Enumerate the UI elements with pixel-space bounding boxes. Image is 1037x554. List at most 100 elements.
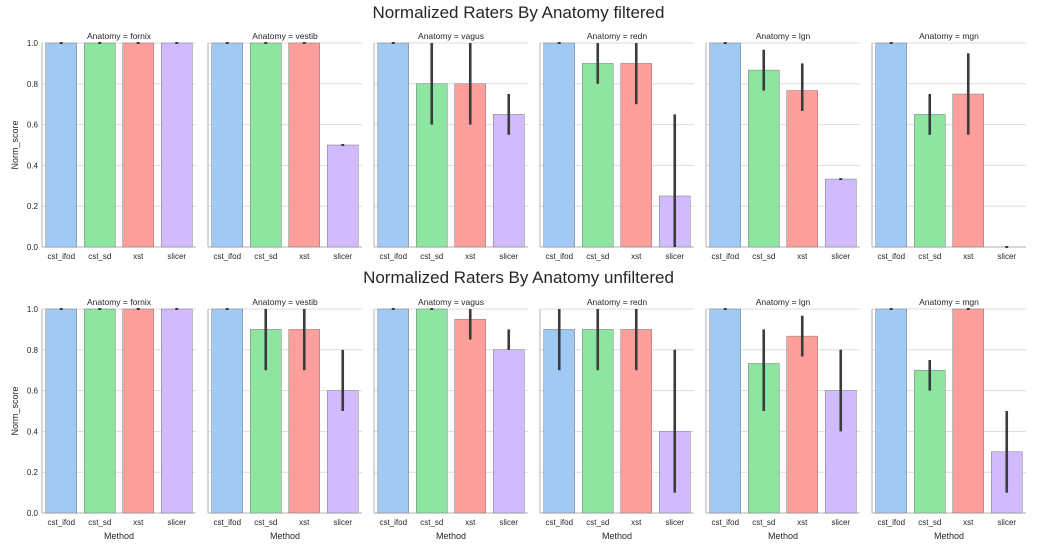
- x-tick-label: xst: [797, 252, 808, 261]
- bar-xst: [454, 318, 486, 514]
- bar-xst: [122, 308, 154, 514]
- facet-panel-1-2: Anatomy = vagus cst_ifod cst_sd xst slicer Me…: [373, 297, 528, 541]
- x-tick-label: cst_sd: [420, 518, 443, 527]
- y-tick-label: 0.8: [27, 346, 39, 355]
- y-tick-label: 1.0: [27, 39, 39, 48]
- bar-xst: [786, 335, 818, 514]
- x-tick-label: cst_ifod: [379, 518, 407, 527]
- x-tick-label: cst_ifod: [711, 518, 739, 527]
- x-tick-label: xst: [133, 252, 144, 261]
- x-tick-label: slicer: [997, 518, 1016, 527]
- y-tick-label: 0.4: [27, 427, 39, 436]
- x-tick-label: slicer: [333, 518, 352, 527]
- facet-title: Anatomy = redn: [587, 31, 648, 41]
- bar-cst_ifod: [211, 42, 243, 248]
- facet-panel-1-0: 0.0 0.2 0.4 0.6 0.8 1.0 Norm_score Anatomy = fo…: [10, 297, 196, 541]
- bar-cst_ifod: [45, 42, 77, 248]
- x-tick-label: cst_sd: [254, 518, 277, 527]
- x-tick-label: cst_sd: [918, 252, 941, 261]
- bar-cst_ifod: [709, 42, 741, 248]
- bar-xst: [122, 42, 154, 248]
- y-axis-label: Norm_score: [10, 386, 20, 435]
- x-tick-label: slicer: [499, 252, 518, 261]
- y-tick-label: 0.6: [27, 121, 39, 130]
- y-tick-label: 0.6: [27, 387, 39, 396]
- facet-title: Anatomy = mgn: [919, 31, 979, 41]
- y-tick-label: 0.0: [27, 243, 39, 252]
- bar-slicer: [327, 144, 359, 248]
- x-tick-label: cst_ifod: [47, 518, 75, 527]
- bar-cst_sd: [84, 308, 116, 514]
- x-axis-label: Method: [104, 531, 134, 541]
- facet-title: Anatomy = vagus: [418, 297, 484, 307]
- x-tick-label: xst: [797, 518, 808, 527]
- x-tick-label: xst: [631, 252, 642, 261]
- x-tick-label: cst_ifod: [213, 518, 241, 527]
- bar-cst_ifod: [875, 308, 907, 514]
- facet-panel-1-1: Anatomy = vestib cst_ifod cst_sd xst slicer M…: [207, 297, 362, 541]
- x-tick-label: cst_sd: [88, 252, 111, 261]
- facet-title: Anatomy = vagus: [418, 31, 484, 41]
- x-tick-label: cst_sd: [254, 252, 277, 261]
- x-tick-label: cst_ifod: [877, 252, 905, 261]
- x-tick-label: cst_sd: [586, 518, 609, 527]
- x-tick-label: cst_sd: [420, 252, 443, 261]
- facet-panel-0-0: 0.0 0.2 0.4 0.6 0.8 1.0 Norm_score Anatomy = fo…: [10, 31, 196, 261]
- x-axis-label: Method: [270, 531, 300, 541]
- x-tick-label: xst: [465, 252, 476, 261]
- bar-cst_ifod: [377, 42, 409, 248]
- x-tick-label: slicer: [499, 518, 518, 527]
- facet-title: Anatomy = fornix: [87, 31, 152, 41]
- facet-title: Anatomy = lgn: [756, 31, 811, 41]
- bar-cst_sd: [84, 42, 116, 248]
- bar-cst_sd: [250, 42, 282, 248]
- bar-slicer: [161, 308, 193, 514]
- x-tick-label: xst: [133, 518, 144, 527]
- figure-title-unfiltered: Normalized Raters By Anatomy unfiltered: [363, 268, 674, 287]
- facet-panel-0-5: Anatomy = mgn cst_ifod cst_sd xst slicer: [871, 31, 1026, 261]
- y-tick-label: 0.8: [27, 80, 39, 89]
- figure-title-filtered: Normalized Raters By Anatomy filtered: [372, 3, 665, 22]
- x-axis-label: Method: [602, 531, 632, 541]
- x-tick-label: cst_ifod: [711, 252, 739, 261]
- bar-cst_sd: [416, 308, 448, 514]
- bar-cst_sd: [914, 114, 946, 248]
- bar-cst_ifod: [211, 308, 243, 514]
- x-tick-label: slicer: [665, 518, 684, 527]
- bar-cst_sd: [748, 69, 780, 248]
- y-tick-label: 0.2: [27, 202, 39, 211]
- bar-cst_sd: [582, 63, 614, 248]
- x-tick-label: cst_ifod: [213, 252, 241, 261]
- x-tick-label: slicer: [997, 252, 1016, 261]
- x-tick-label: xst: [465, 518, 476, 527]
- bar-xst: [786, 90, 818, 248]
- facet-panel-0-3: Anatomy = redn cst_ifod cst_sd xst slicer: [539, 31, 694, 261]
- x-axis-label: Method: [768, 531, 798, 541]
- y-tick-label: 0.4: [27, 161, 39, 170]
- facet-panel-1-5: Anatomy = mgn cst_ifod cst_sd xst slicer Meth…: [871, 297, 1026, 541]
- facet-panel-1-3: Anatomy = redn cst_ifod cst_sd xst slicer Met…: [539, 297, 694, 541]
- facet-title: Anatomy = vestib: [252, 31, 318, 41]
- bar-cst_ifod: [377, 308, 409, 514]
- facet-title: Anatomy = vestib: [252, 297, 318, 307]
- facet-title: Anatomy = redn: [587, 297, 648, 307]
- facet-panel-0-4: Anatomy = lgn cst_ifod cst_sd xst slicer: [705, 31, 860, 261]
- x-tick-label: xst: [299, 252, 310, 261]
- x-tick-label: xst: [963, 252, 974, 261]
- bar-cst_ifod: [875, 42, 907, 248]
- x-tick-label: cst_ifod: [877, 518, 905, 527]
- x-tick-label: slicer: [831, 252, 850, 261]
- bar-cst_ifod: [709, 308, 741, 514]
- bar-slicer: [493, 114, 525, 248]
- y-tick-label: 1.0: [27, 305, 39, 314]
- x-tick-label: cst_sd: [752, 518, 775, 527]
- x-tick-label: xst: [963, 518, 974, 527]
- x-tick-label: slicer: [665, 252, 684, 261]
- bar-cst_ifod: [543, 42, 575, 248]
- facet-title: Anatomy = mgn: [919, 297, 979, 307]
- x-tick-label: cst_ifod: [379, 252, 407, 261]
- x-tick-label: cst_ifod: [545, 518, 573, 527]
- x-tick-label: slicer: [333, 252, 352, 261]
- y-axis-label: Norm_score: [10, 120, 20, 169]
